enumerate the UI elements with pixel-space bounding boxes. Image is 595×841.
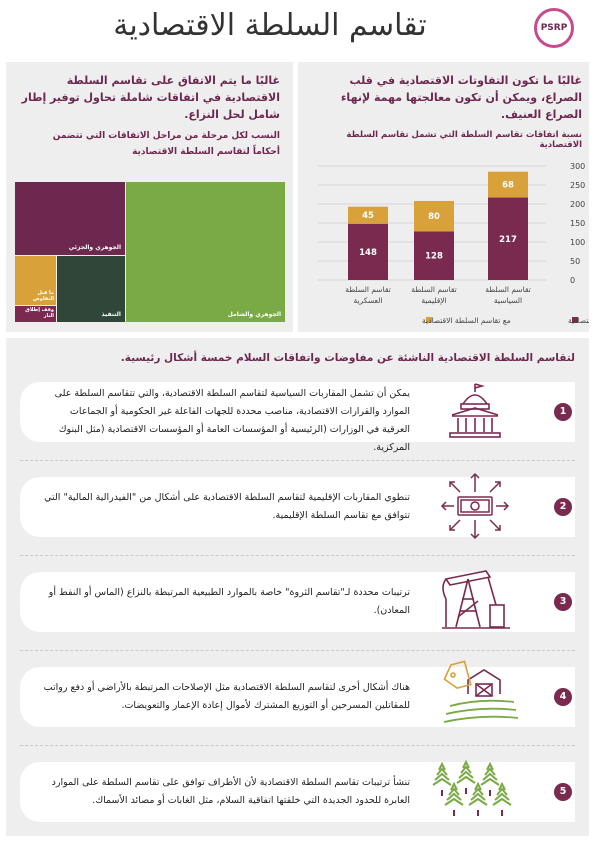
form-number-3: 3	[554, 593, 572, 611]
separator-1	[20, 460, 575, 461]
separator-2	[20, 555, 575, 556]
treemap-label-implementation: التنفيذ	[101, 311, 121, 318]
bar-value-label: 45	[362, 211, 374, 221]
form-text-3: ترتيبات محددة لـ"تقاسم الثروة" خاصة بالم…	[48, 587, 410, 616]
form-card-3	[20, 572, 575, 632]
legend-label-without: بدون تقاسم السلطة الاقتصادية	[568, 316, 589, 325]
logo-text: PSRP	[540, 23, 568, 33]
bar-without-1	[414, 231, 454, 280]
section-heading: لتقاسم السلطة الاقتصادية الناشئة عن مفاو…	[120, 352, 575, 364]
tree-shape	[456, 759, 476, 794]
bar-with-1	[414, 200, 454, 232]
treemap: الجوهري والشامل الجوهري والجزئي التنفيذ …	[15, 182, 285, 322]
bar-category-label: تقاسم السلطة	[485, 285, 531, 294]
bar-value-label: 217	[499, 235, 517, 245]
bar-without-0	[488, 197, 528, 280]
bar-chart-y-tick: 100	[570, 238, 585, 247]
bar-value-label: 68	[502, 181, 514, 191]
treemap-title: النسب لكل مرحلة من مراحل الاتفاقات التي …	[52, 131, 280, 157]
bar-category-label: تقاسم السلطة	[345, 285, 391, 294]
page-title: تقاسم السلطة الاقتصادية	[113, 8, 427, 43]
oil-pump-icon	[442, 570, 510, 629]
bar-chart-y-tick: 50	[570, 257, 580, 266]
form-text-4: هناك أشكال أخرى لتقاسم السلطة الاقتصادية…	[43, 682, 410, 711]
bar-chart-legend: بدون تقاسم السلطة الاقتصادية مع تقاسم الس…	[422, 316, 589, 325]
treemap-cell-ceasefire: وقف إطلاق النار	[15, 306, 56, 322]
legend-label-with: مع تقاسم السلطة الاقتصادية	[422, 316, 511, 325]
bar-category-label: تقاسم السلطة	[411, 285, 457, 294]
forest-icon	[432, 759, 512, 816]
form-card-2	[20, 477, 575, 537]
treemap-cell-partial: الجوهري والجزئي	[15, 182, 125, 255]
psrp-logo: PSRP	[534, 8, 574, 48]
bar-value-label: 148	[359, 248, 377, 258]
bar-chart-y-tick: 200	[570, 200, 585, 209]
legend-swatch-without	[572, 317, 578, 323]
treemap-label-partial: الجوهري والجزئي	[68, 244, 121, 251]
bar-with-0	[488, 171, 528, 198]
treemap-label-comprehensive: الجوهري والشامل	[227, 311, 281, 318]
bar-chart-y-tick: 250	[570, 181, 585, 190]
bar-value-label: 80	[428, 212, 440, 222]
form-number-4: 4	[554, 688, 572, 706]
bar-chart-bars: 217 68 128 80 148 45	[348, 171, 528, 280]
treemap-cell-implementation: التنفيذ	[57, 256, 125, 322]
tree-shape	[492, 781, 512, 816]
bar-category-label: الإقليمية	[421, 296, 446, 305]
bar-chart-y-tick: 0	[570, 276, 575, 285]
bar-value-label: 128	[425, 252, 443, 262]
tree-shape	[468, 781, 488, 816]
separator-3	[20, 650, 575, 651]
bar-category-label: السياسية	[494, 296, 522, 305]
farm-land-icon	[443, 660, 519, 723]
government-building-icon	[449, 383, 501, 438]
money-distribution-icon	[440, 472, 510, 540]
bar-chart-title: نسبة اتفاقات تقاسم السلطة التي تشمل تقاس…	[346, 130, 582, 150]
tree-shape	[480, 761, 500, 796]
tree-shape	[444, 781, 464, 816]
bar-chart-y-axis: 0 50 100 150 200 250 300	[570, 162, 585, 285]
form-number-2: 2	[554, 498, 572, 516]
treemap-label-ceasefire: وقف إطلاق النار	[25, 307, 54, 319]
treemap-label-pre-negotiation: ما قبل التفاوض	[33, 290, 54, 302]
form-card-1	[20, 382, 575, 442]
form-card-5	[20, 762, 575, 822]
treemap-cell-comprehensive: الجوهري والشامل	[126, 182, 285, 322]
treemap-cell-pre-negotiation: ما قبل التفاوض	[15, 256, 56, 305]
separator-4	[20, 745, 575, 746]
form-text-1: يمكن أن تشمل المقاربات السياسية لتقاسم ا…	[54, 388, 410, 453]
right-panel-heading: غالبًا ما تكون التفاوتات الاقتصادية في ق…	[340, 74, 582, 121]
legend-swatch-with	[426, 317, 432, 323]
bar-with-2	[348, 206, 388, 224]
bar-chart-y-tick: 300	[570, 162, 585, 171]
left-panel-heading: غالبًا ما يتم الاتفاق على تقاسم السلطة ا…	[21, 74, 280, 121]
form-text-5: تنشأ ترتيبات تقاسم السلطة الاقتصادية لأن…	[51, 777, 410, 806]
bar-chart-categories: تقاسم السلطة السياسية تقاسم السلطة الإقليمي…	[345, 285, 531, 305]
form-number-1: 1	[554, 403, 572, 421]
bar-category-label: العسكرية	[353, 296, 382, 305]
right-panel	[298, 62, 589, 332]
form-text-2: تنطوي المقاربات الإقليمية لتقاسم السلطة …	[44, 492, 410, 521]
bar-chart-y-tick: 150	[570, 219, 585, 228]
bar-without-2	[348, 223, 388, 280]
form-number-5: 5	[554, 783, 572, 801]
tree-shape	[432, 761, 452, 796]
bar-chart: 0 50 100 150 200 250 300 217 68 128 80 148 45 تقاسم…	[318, 162, 589, 325]
